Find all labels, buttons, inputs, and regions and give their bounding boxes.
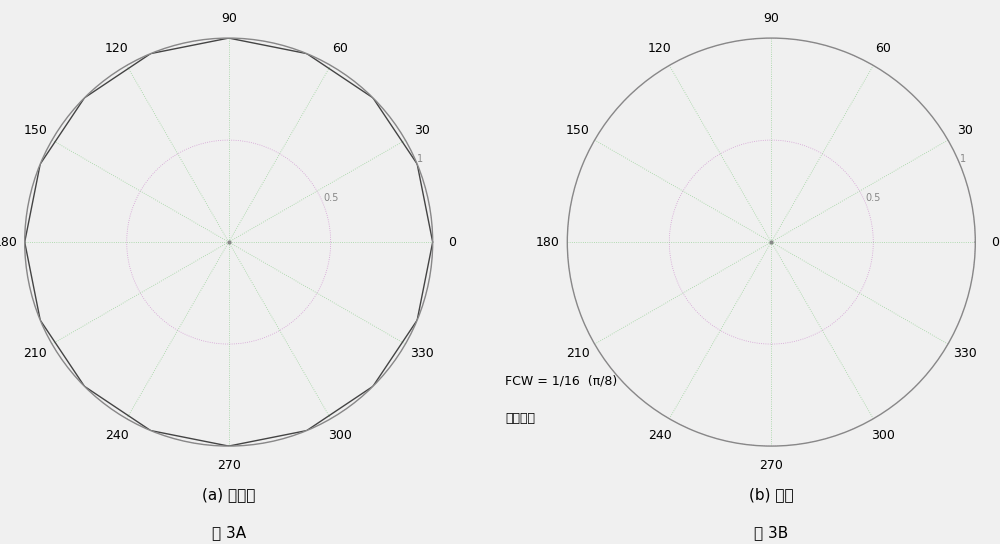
Text: FCW = 1/16  (π/8): FCW = 1/16 (π/8) [505, 374, 617, 387]
Text: 一阶分段: 一阶分段 [505, 412, 535, 425]
Text: 图 3A: 图 3A [212, 526, 246, 541]
Text: (a) 无抗动: (a) 无抗动 [202, 487, 255, 503]
Text: (b) 抗动: (b) 抗动 [749, 487, 794, 503]
Text: 图 3B: 图 3B [754, 526, 788, 541]
